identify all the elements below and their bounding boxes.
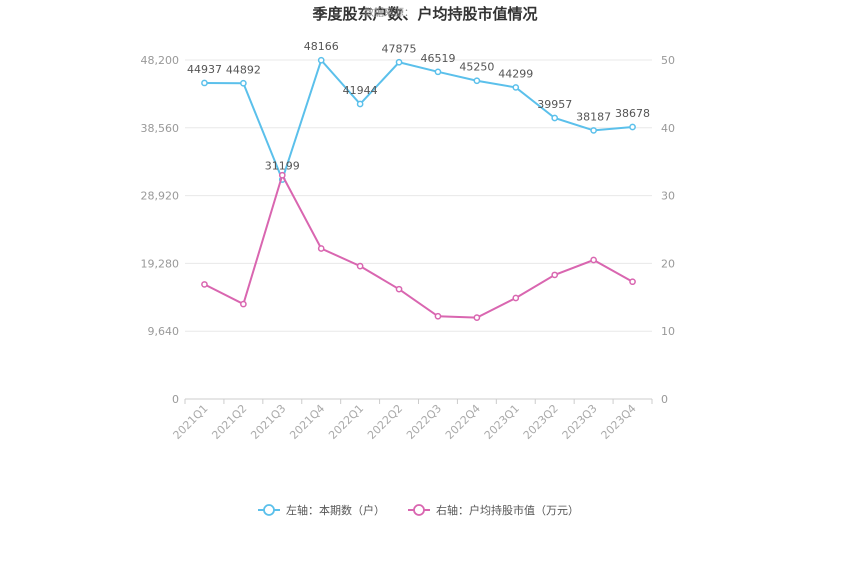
data-point[interactable]: [201, 281, 208, 288]
data-point[interactable]: [512, 294, 520, 302]
data-point[interactable]: [317, 245, 325, 252]
y-left-tick-label: 19,280: [141, 257, 180, 270]
y-right-tick-label: 10: [661, 325, 675, 338]
x-tick-label: 2022Q3: [404, 402, 444, 442]
data-point[interactable]: [590, 256, 597, 264]
data-label: 41944: [343, 84, 378, 97]
x-tick-label: 2023Q3: [560, 402, 600, 442]
grid: [185, 59, 652, 332]
data-point[interactable]: [551, 271, 559, 279]
legend-item-0[interactable]: 左轴：本期数（户）: [258, 503, 385, 517]
x-tick-label: 2021Q4: [287, 402, 327, 442]
data-point[interactable]: [395, 285, 403, 293]
data-point[interactable]: [629, 123, 636, 131]
y-left-tick-label: 38,560: [141, 122, 180, 135]
legend-label: 右轴：户均持股市值（万元）: [436, 503, 579, 517]
data-point[interactable]: [434, 312, 442, 320]
data-point[interactable]: [240, 300, 247, 308]
watermark: 数据来源：: [364, 6, 414, 19]
legend[interactable]: 左轴：本期数（户） 右轴：户均持股市值（万元）: [258, 503, 579, 517]
chart-title: 季度股东户数、户均持股市值情况: [312, 5, 537, 23]
x-tick-label: 2022Q2: [365, 402, 405, 442]
data-point[interactable]: [473, 77, 481, 85]
data-point[interactable]: [395, 58, 403, 66]
y-right-tick-label: 40: [661, 122, 675, 135]
data-point[interactable]: [278, 171, 286, 179]
x-tick-label: 2021Q1: [171, 402, 211, 442]
y-right-tick-label: 30: [661, 190, 675, 203]
data-point[interactable]: [551, 114, 559, 122]
x-tick-label: 2021Q3: [248, 402, 288, 442]
data-point[interactable]: [317, 56, 325, 64]
data-point[interactable]: [434, 68, 442, 76]
legend-marker: [413, 504, 425, 516]
x-tick-label: 2022Q1: [326, 402, 366, 442]
data-point[interactable]: [240, 79, 247, 87]
data-label: 39957: [537, 98, 572, 111]
legend-item-1[interactable]: 右轴：户均持股市值（万元）: [408, 503, 579, 517]
data-label: 46519: [420, 52, 455, 65]
data-point[interactable]: [590, 127, 597, 134]
x-tick-label: 2023Q1: [482, 402, 522, 442]
y-left-tick-label: 48,200: [141, 54, 180, 67]
data-point[interactable]: [356, 100, 364, 108]
x-tick-label: 2022Q4: [443, 402, 483, 442]
x-tick-label: 2023Q4: [599, 402, 639, 442]
data-label: 48166: [304, 40, 339, 53]
series-line-1: [204, 172, 634, 319]
data-label: 31199: [265, 160, 300, 173]
y-right-tick-label: 20: [661, 257, 675, 270]
data-label: 45250: [459, 61, 494, 74]
x-tick-label: 2021Q2: [209, 402, 249, 442]
legend-label: 左轴：本期数（户）: [286, 503, 385, 517]
y-right-tick-label: 0: [661, 393, 668, 406]
series-line-0: [204, 58, 633, 183]
x-tick-label: 2023Q2: [521, 402, 561, 442]
data-point[interactable]: [201, 79, 208, 87]
data-label: 44937: [187, 63, 222, 76]
legend-marker: [263, 504, 275, 516]
data-point[interactable]: [473, 314, 481, 321]
y-left-tick-label: 28,920: [141, 190, 180, 203]
data-point[interactable]: [629, 278, 636, 286]
data-point[interactable]: [512, 84, 520, 91]
data-label: 44299: [498, 67, 533, 80]
data-label: 47875: [382, 42, 417, 55]
data-point[interactable]: [356, 262, 364, 270]
data-label: 38678: [615, 107, 650, 120]
y-left-tick-label: 9,640: [148, 325, 180, 338]
data-label: 44892: [226, 63, 261, 76]
data-label: 38187: [576, 110, 611, 123]
y-right-tick-label: 50: [661, 54, 675, 67]
y-left-tick-label: 0: [172, 393, 179, 406]
